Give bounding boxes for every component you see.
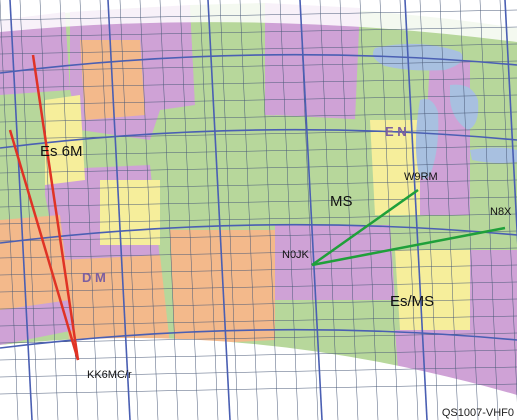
- station-n8x: N8X: [490, 206, 512, 218]
- station-n0jk: N0JK: [282, 249, 310, 261]
- label-es-6m: Es 6M: [40, 143, 83, 160]
- path-3: [311, 188, 419, 267]
- region-watermark-en: E N: [385, 124, 407, 139]
- northern-strip: [0, 0, 517, 42]
- region-watermark-dm: D M: [82, 270, 106, 285]
- path-4: [311, 226, 506, 267]
- propagation-paths: [8, 54, 506, 361]
- path-1: [31, 54, 80, 361]
- label-ms: MS: [330, 193, 353, 210]
- station-kk6mc-r: KK6MC/r: [87, 369, 132, 381]
- path-2: [8, 129, 80, 361]
- station-w9rm: W9RM: [404, 171, 438, 183]
- label-es-ms: Es/MS: [390, 293, 434, 310]
- figure-caption: QS1007-VHF0: [441, 407, 514, 419]
- state-patches: [0, 3, 517, 396]
